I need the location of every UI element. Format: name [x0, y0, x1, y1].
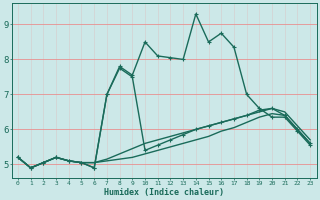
X-axis label: Humidex (Indice chaleur): Humidex (Indice chaleur): [104, 188, 224, 197]
